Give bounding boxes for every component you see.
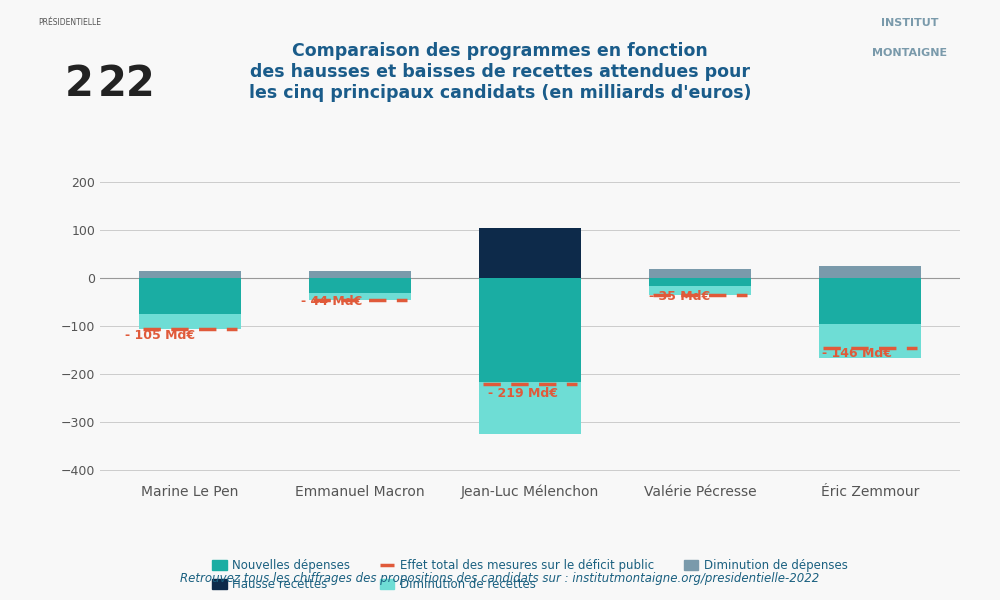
Text: Comparaison des programmes en fonction
des hausses et baisses de recettes attend: Comparaison des programmes en fonction d… [249,42,751,101]
Bar [139,271,241,278]
Text: - 44 Md€: - 44 Md€ [301,295,362,308]
Text: INSTITUT: INSTITUT [881,18,939,28]
Bar [479,278,581,382]
Bar [819,324,921,358]
Bar [649,286,751,295]
Bar [819,278,921,324]
Bar [309,278,411,293]
Bar [139,278,241,314]
Text: - 105 Md€: - 105 Md€ [125,329,196,343]
Text: - 35 Md€: - 35 Md€ [649,290,710,303]
Bar [139,314,241,329]
Text: - 146 Md€: - 146 Md€ [822,347,892,360]
Bar [479,228,581,278]
Text: MONTAIGNE: MONTAIGNE [872,48,948,58]
Bar [309,293,411,299]
Bar [309,271,411,278]
Text: Retrouvez tous les chiffrages des propositions des candidats sur : institutmonta: Retrouvez tous les chiffrages des propos… [180,572,820,585]
Text: 2: 2 [65,63,94,105]
Bar [479,382,581,434]
Legend: Nouvelles dépenses, Hausse recettes, Effet total des mesures sur le déficit publ: Nouvelles dépenses, Hausse recettes, Eff… [208,554,852,596]
Text: 22: 22 [98,63,156,105]
Text: PRÉSIDENTIELLE: PRÉSIDENTIELLE [38,18,102,27]
Bar [649,269,751,278]
Text: - 219 Md€: - 219 Md€ [488,387,558,400]
Bar [649,278,751,286]
Bar [819,266,921,278]
